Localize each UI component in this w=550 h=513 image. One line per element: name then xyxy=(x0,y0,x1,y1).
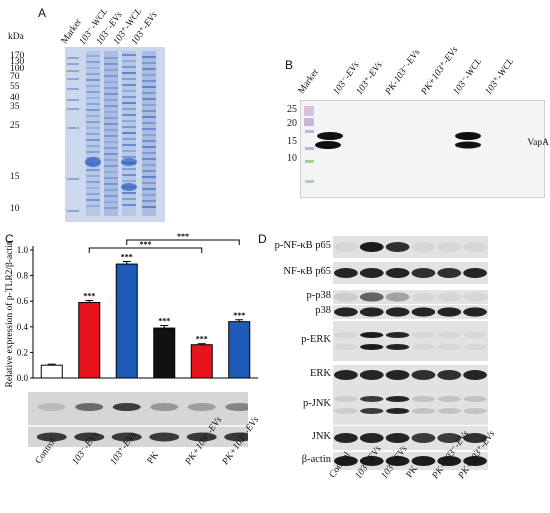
panel-a-ladder-tick: 100 xyxy=(10,64,25,74)
bar xyxy=(228,321,251,379)
panel-d-blot-strip xyxy=(333,452,488,470)
panel-a-ladder-tick: 130 xyxy=(10,57,25,67)
panel-d-row-label: p-NF-κB p65 xyxy=(274,240,331,251)
significance-label: *** xyxy=(158,317,170,326)
panel-d-blot-strip xyxy=(333,385,488,425)
panel-c-blot xyxy=(28,392,248,447)
significance-bracket xyxy=(126,239,240,245)
panel-d-row-label: p38 xyxy=(315,305,331,316)
panel-b-lane-label: 103⁺-WCL xyxy=(483,56,517,97)
panel-d-row-label: NF-κB p65 xyxy=(283,266,331,277)
panel-b-ladder-tick: 25 xyxy=(287,104,297,115)
panel-b-lane-label: 103⁻-WCL xyxy=(451,56,485,97)
panel-a-ladder-tick: 25 xyxy=(10,121,20,131)
panel-b-ladder-tick: 10 xyxy=(287,153,297,164)
significance-label: *** xyxy=(83,292,95,301)
panel-d-blot-strip xyxy=(333,426,488,450)
panel-a-ladder-tick: 15 xyxy=(10,172,20,182)
bar xyxy=(40,364,63,379)
panel-b-lane-label: Marker xyxy=(296,67,322,96)
panel-d-blot-strip xyxy=(333,236,488,258)
panel-a-ladder-tick: 40 xyxy=(10,93,20,103)
panel-d-blot-strip xyxy=(333,321,488,361)
bar xyxy=(153,327,176,379)
panel-a-ladder-tick: 55 xyxy=(10,82,20,92)
significance-label: *** xyxy=(121,253,133,262)
panel-a-ladder-tick: 170 xyxy=(10,51,25,61)
bar xyxy=(78,301,101,379)
y-tick-label: 1.0 xyxy=(17,245,29,255)
panel-c-letter: C xyxy=(5,232,14,246)
panel-a-letter: A xyxy=(38,6,47,20)
vapa-label: VapA xyxy=(527,138,549,148)
panel-d-blot-strip xyxy=(333,290,488,304)
significance-label: *** xyxy=(196,335,208,344)
panel-a-ladder-tick: 35 xyxy=(10,102,20,112)
panel-b-letter: B xyxy=(285,58,294,72)
y-tick-label: 0.0 xyxy=(17,373,29,383)
panel-b-blot xyxy=(300,100,545,198)
panel-b-lane-label: PK-103⁻-EVs xyxy=(383,47,423,97)
bar xyxy=(115,263,138,379)
panel-d-row-label: ERK xyxy=(310,368,331,379)
panel-c-x-label: PK xyxy=(146,450,162,466)
panel-d-letter: D xyxy=(258,232,267,246)
panel-d-row-label: JNK xyxy=(311,431,331,442)
panel-b-ladder-tick: 20 xyxy=(287,118,297,129)
y-axis-label: Relative expression of p-TLR2/β-actin xyxy=(4,240,15,387)
panel-d-blot-strip xyxy=(333,365,488,385)
panel-a-kda-label: kDa xyxy=(8,32,24,42)
y-tick-label: 0.6 xyxy=(17,296,29,306)
significance-label: *** xyxy=(233,311,245,320)
panel-a-gel xyxy=(65,47,165,222)
panel-d-row-label: p-ERK xyxy=(301,334,331,345)
bracket-label: *** xyxy=(140,240,152,249)
panel-d-blot-strip xyxy=(333,305,488,319)
significance-bracket xyxy=(88,247,203,253)
bracket-label: *** xyxy=(177,232,189,241)
panel-b-ladder-tick: 15 xyxy=(287,136,297,147)
panel-d-blot-strip xyxy=(333,262,488,284)
panel-d-row-label: p-p38 xyxy=(306,290,332,301)
p-tlr2-bar-chart: Relative expression of p-TLR2/β-actin 0.0… xyxy=(4,232,258,388)
bar xyxy=(190,344,213,379)
panel-a-ladder-tick: 70 xyxy=(10,72,20,82)
y-tick-label: 0.2 xyxy=(17,347,28,357)
panel-a-ladder-tick: 10 xyxy=(10,204,20,214)
panel-d-row-label: p-JNK xyxy=(303,398,331,409)
panel-d-row-label: β-actin xyxy=(301,454,331,465)
y-tick-label: 0.4 xyxy=(17,322,29,332)
y-tick-label: 0.8 xyxy=(17,271,29,281)
